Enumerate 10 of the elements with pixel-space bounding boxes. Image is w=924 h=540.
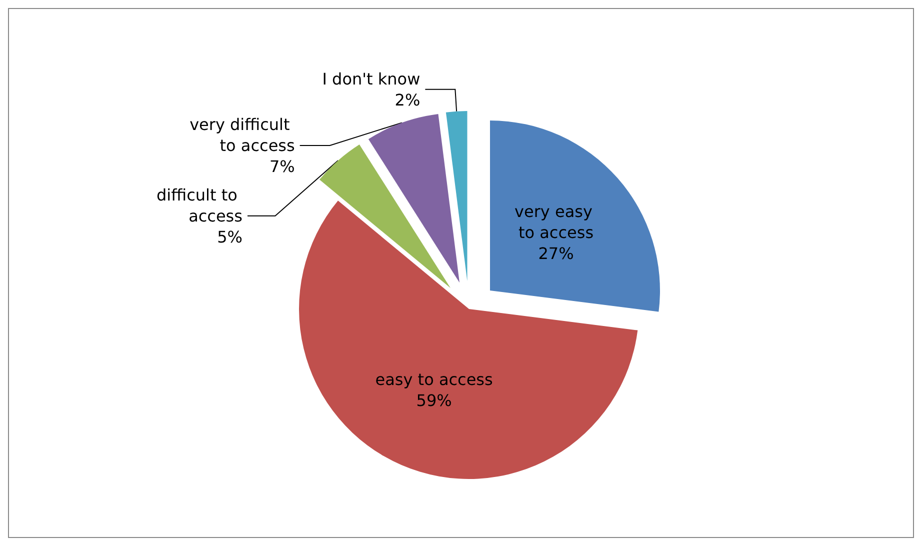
data-label: 27%	[538, 244, 574, 263]
data-label: 5%	[217, 227, 242, 246]
slice-label: I don't know	[322, 69, 420, 88]
slice-label: very difficult to access	[190, 115, 295, 156]
data-label: 59%	[416, 390, 452, 410]
slice-label: difficult to access	[156, 185, 242, 226]
slice-label: very easy to access	[514, 202, 598, 242]
data-label: 2%	[394, 90, 420, 110]
data-label: 7%	[269, 157, 295, 176]
slice-label: easy to access	[375, 370, 493, 389]
